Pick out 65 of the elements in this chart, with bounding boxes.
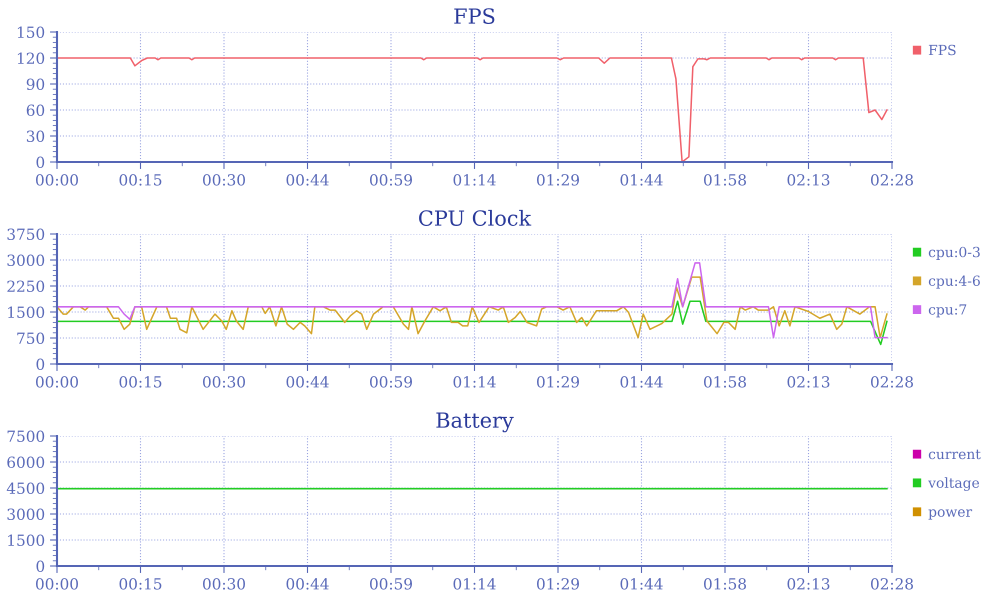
x-tick-label: 01:58 [704, 174, 746, 186]
x-tick-label: 02:28 [870, 376, 913, 388]
line-series [57, 262, 888, 338]
y-tick-label: 1500 [8, 306, 44, 318]
y-tick-label: 4500 [6, 482, 44, 494]
x-tick-label: 01:14 [453, 578, 496, 590]
y-tick-label: 120 [18, 52, 44, 64]
legend-label: cpu:4-6 [928, 275, 980, 289]
y-tick-label: 60 [26, 104, 44, 116]
y-tick-label: 0 [36, 560, 44, 572]
x-tick-label: 00:59 [370, 174, 412, 186]
x-tick-label: 01:14 [453, 376, 496, 388]
y-tick-label: 2250 [7, 280, 44, 292]
chart-title: FPS [454, 8, 494, 24]
line-series [57, 57, 888, 162]
x-tick-label: 02:13 [787, 578, 830, 590]
x-tick-label: 00:15 [119, 174, 162, 186]
x-tick-label: 00:15 [119, 376, 162, 388]
x-tick-label: 02:28 [870, 174, 913, 186]
y-tick-label: 30 [26, 130, 44, 142]
x-tick-label: 02:13 [787, 376, 830, 388]
x-tick-label: 00:30 [202, 376, 245, 388]
x-tick-label: 01:58 [704, 376, 746, 388]
y-tick-label: 3750 [7, 228, 44, 240]
line-series [57, 300, 888, 346]
x-tick-label: 01:29 [536, 578, 579, 590]
x-tick-label: 00:59 [370, 376, 412, 388]
y-tick-label: 3000 [7, 508, 44, 520]
x-tick-label: 00:00 [36, 174, 78, 186]
x-tick-label: 00:59 [370, 578, 412, 590]
x-tick-label: 00:00 [36, 376, 78, 388]
x-tick-label: 01:14 [453, 174, 496, 186]
legend-label: current [928, 450, 981, 460]
y-tick-label: 3000 [7, 254, 44, 266]
x-tick-label: 00:15 [119, 578, 162, 590]
legend-label: FPS [928, 44, 956, 56]
y-tick-label: 0 [36, 358, 44, 370]
y-tick-label: 7500 [8, 430, 44, 442]
x-tick-label: 02:13 [787, 174, 830, 186]
y-tick-label: 150 [18, 26, 44, 38]
x-tick-label: 00:30 [202, 174, 245, 186]
y-tick-label: 0 [36, 156, 44, 168]
x-tick-label: 01:44 [620, 376, 663, 388]
legend-label: cpu:0-3 [928, 246, 980, 260]
x-tick-label: 00:44 [286, 174, 329, 186]
chart-title: CPU Clock [419, 210, 532, 226]
legend-label: power [928, 509, 972, 520]
y-tick-label: 90 [26, 78, 44, 90]
x-tick-label: 01:44 [620, 174, 663, 186]
chart-title: Battery [436, 412, 514, 432]
x-tick-label: 01:29 [536, 376, 579, 388]
y-tick-label: 750 [17, 332, 44, 344]
y-tick-label: 1500 [8, 534, 44, 546]
x-tick-label: 00:00 [36, 578, 78, 590]
x-tick-label: 00:30 [202, 578, 245, 590]
x-tick-label: 02:28 [870, 578, 913, 590]
legend-label: cpu:7 [928, 304, 966, 318]
y-tick-label: 6000 [7, 456, 44, 468]
x-tick-label: 00:44 [286, 376, 329, 388]
legend-label: voltage [928, 477, 980, 491]
x-tick-label: 01:58 [704, 578, 746, 590]
line-series [57, 276, 888, 338]
x-tick-label: 01:29 [536, 174, 579, 186]
x-tick-label: 01:44 [620, 578, 663, 590]
x-tick-label: 00:44 [286, 578, 329, 590]
